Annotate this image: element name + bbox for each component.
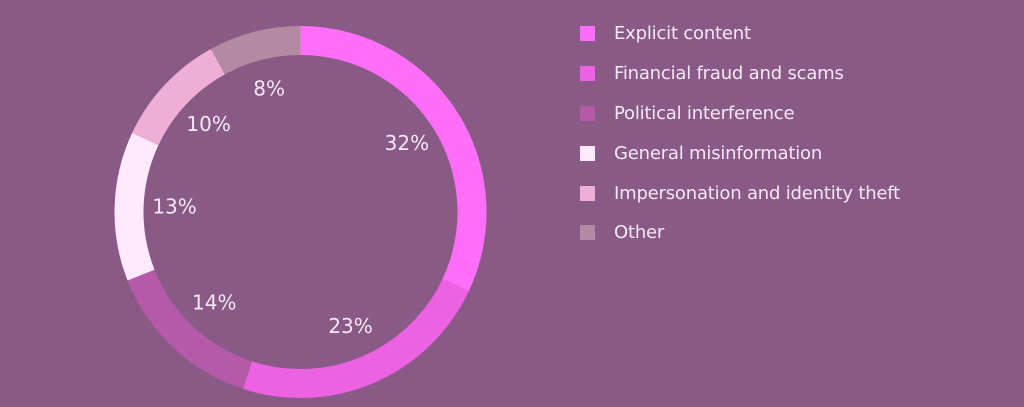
legend-label: Political interference — [614, 102, 795, 124]
donut-segments — [114, 26, 487, 398]
legend-item-financial-fraud: Financial fraud and scams — [580, 61, 844, 85]
donut-segment — [127, 269, 252, 389]
donut-segment — [243, 278, 469, 398]
legend-label: Impersonation and identity theft — [614, 182, 900, 204]
legend-swatch — [580, 105, 595, 121]
legend-swatch — [580, 65, 595, 81]
donut-labels: 32% 23% 14% 13% 10% 8% — [152, 76, 429, 338]
donut-segment — [300, 26, 487, 292]
segment-value-label: 23% — [328, 314, 372, 338]
legend-item-impersonation: Impersonation and identity theft — [580, 181, 900, 205]
legend-label: Other — [614, 221, 665, 243]
donut-chart: 32% 23% 14% 13% 10% 8% — [114, 26, 487, 398]
legend-label: Financial fraud and scams — [614, 62, 844, 84]
donut-segment — [132, 49, 225, 146]
donut-segment — [114, 132, 159, 281]
legend-swatch — [580, 224, 595, 240]
segment-value-label: 10% — [186, 112, 230, 136]
segment-value-label: 32% — [385, 131, 429, 155]
legend-item-political-interference: Political interference — [580, 101, 795, 125]
legend-swatch — [580, 185, 595, 201]
legend-label: General misinformation — [614, 142, 823, 164]
legend-item-other: Other — [580, 220, 664, 244]
segment-value-label: 13% — [152, 195, 196, 219]
legend-item-general-misinformation: General misinformation — [580, 141, 822, 165]
donut-segment — [210, 26, 301, 75]
segment-value-label: 14% — [192, 290, 236, 314]
legend-label: Explicit content — [614, 22, 751, 44]
legend-swatch — [580, 145, 595, 161]
segment-value-label: 8% — [253, 76, 285, 100]
legend-item-explicit-content: Explicit content — [580, 21, 751, 45]
legend-swatch — [580, 25, 595, 41]
